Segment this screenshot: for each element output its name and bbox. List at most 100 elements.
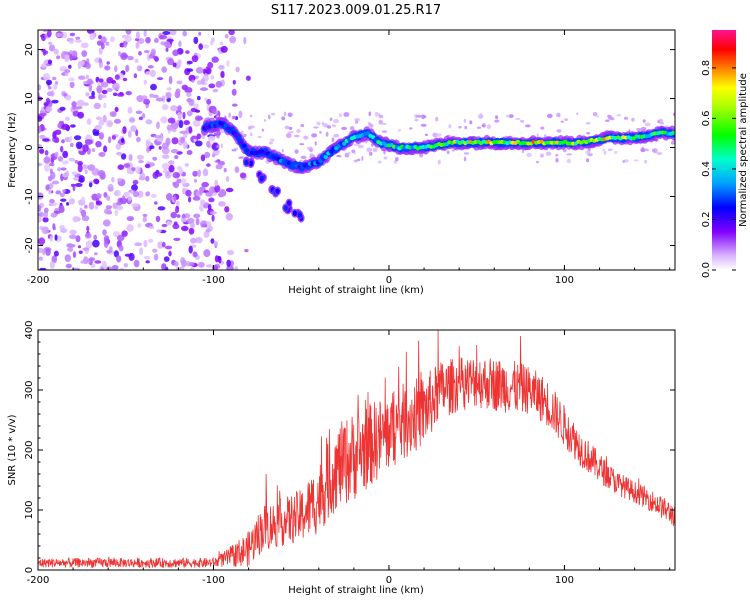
heatmap-noise-cell [208, 83, 216, 89]
heatmap-noise-cell [329, 117, 333, 121]
heatmap-noise-cell [451, 149, 455, 152]
heatmap-noise-cell [166, 87, 172, 91]
heatmap-noise-cell [173, 194, 177, 202]
heatmap-noise-cell [168, 76, 173, 84]
heatmap-noise-cell [536, 160, 539, 164]
heatmap-noise-cell [61, 139, 65, 144]
heatmap-noise-cell [93, 234, 97, 240]
heatmap-noise-cell [356, 158, 361, 162]
heatmap-noise-cell [435, 116, 439, 122]
heatmap-noise-cell [98, 47, 103, 55]
heatmap-noise-cell [196, 133, 202, 140]
heatmap-noise-cell [106, 249, 113, 254]
heatmap-noise-cell [555, 112, 561, 118]
heatmap-noise-cell [100, 36, 107, 44]
heatmap-noise-cell [73, 176, 80, 181]
heatmap-noise-cell [186, 92, 192, 98]
heatmap-xtick-label: -200 [27, 275, 50, 286]
heatmap-noise-cell [54, 151, 59, 158]
heatmap-noise-cell [77, 245, 82, 249]
heatmap-noise-cell [416, 114, 422, 118]
heatmap-noise-cell [101, 81, 109, 88]
heatmap-noise-cell [672, 112, 675, 116]
heatmap-noise-cell [80, 42, 89, 49]
heatmap-noise-cell [167, 117, 176, 124]
heatmap-noise-cell [53, 48, 59, 55]
heatmap-noise-cell [65, 116, 70, 122]
heatmap-noise-cell [294, 149, 299, 154]
heatmap-noise-cell [157, 241, 164, 249]
figure-title: S117.2023.009.01.25.R17 [271, 3, 441, 18]
heatmap-noise-cell [348, 151, 351, 154]
heatmap-noise-cell [81, 164, 89, 170]
heatmap-noise-cell [78, 250, 83, 254]
heatmap-noise-cell [158, 146, 162, 150]
heatmap-noise-cell [161, 223, 168, 228]
heatmap-noise-cell [84, 169, 88, 175]
heatmap-noise-cell [177, 114, 182, 120]
heatmap-noise-cell [62, 189, 66, 193]
heatmap-noise-cell [174, 208, 179, 213]
heatmap-noise-cell [84, 232, 92, 239]
heatmap-noise-cell [134, 242, 143, 247]
heatmap-noise-cell [141, 95, 148, 100]
heatmap-noise-cell [69, 54, 73, 61]
heatmap-noise-cell [103, 145, 108, 153]
heatmap-noise-cell [131, 203, 139, 208]
heatmap-noise-cell [66, 202, 70, 206]
heatmap-noise-cell [57, 156, 64, 162]
heatmap-noise-cell [174, 155, 179, 160]
heatmap-noise-cell [38, 247, 44, 253]
heatmap-noise-cell [331, 124, 337, 128]
heatmap-noise-cell [186, 60, 193, 65]
heatmap-noise-cell [168, 250, 172, 257]
heatmap-noise-cell [106, 195, 111, 201]
heatmap-noise-cell [294, 134, 300, 138]
heatmap-noise-cell [109, 246, 113, 251]
heatmap-noise-cell [88, 84, 93, 92]
heatmap-noise-cell [162, 169, 168, 174]
heatmap-noise-cell [83, 256, 89, 265]
heatmap-noise-cell [195, 109, 201, 113]
heatmap-noise-cell [85, 92, 90, 97]
heatmap-noise-cell [162, 241, 166, 248]
heatmap-noise-cell [71, 171, 78, 176]
heatmap-noise-cell [326, 125, 332, 129]
heatmap-noise-cell [212, 153, 216, 158]
heatmap-noise-cell [101, 89, 108, 95]
heatmap-noise-cell [86, 78, 93, 85]
heatmap-noise-cell [247, 125, 252, 130]
heatmap-noise-cell [211, 142, 220, 151]
heatmap-noise-cell [633, 159, 639, 162]
heatmap-noise-cell [333, 133, 340, 138]
heatmap-noise-cell [642, 119, 646, 123]
heatmap-noise-cell [602, 148, 605, 152]
heatmap-noise-cell [281, 116, 286, 121]
heatmap-noise-cell [178, 40, 182, 48]
heatmap-noise-cell [353, 159, 358, 163]
heatmap-track-core [323, 155, 328, 160]
heatmap-noise-cell [161, 263, 166, 270]
heatmap-noise-cell [193, 138, 197, 143]
heatmap-noise-cell [585, 121, 591, 125]
heatmap-noise-cell [464, 126, 468, 130]
heatmap-track-core [228, 127, 234, 132]
heatmap-noise-cell [133, 73, 138, 79]
snr-axes: -200 -100 0 100 0 100 200 300 400 [24, 320, 675, 586]
heatmap-noise-cell [122, 77, 128, 82]
heatmap-noise-cell [91, 168, 100, 176]
heatmap-noise-cell [64, 69, 71, 74]
heatmap-noise-cell [192, 170, 198, 177]
heatmap-noise-cell [210, 238, 215, 244]
colorbar-tick-label: 0.0 [701, 262, 712, 278]
heatmap-noise-cell [94, 260, 102, 264]
heatmap-noise-cell [383, 156, 388, 160]
heatmap-noise-cell [41, 226, 49, 235]
heatmap-noise-cell [231, 149, 237, 152]
heatmap-noise-cell [95, 141, 102, 148]
heatmap-noise-cell [48, 44, 56, 52]
heatmap-noise-cell [99, 94, 107, 99]
heatmap-noise-cell [154, 201, 158, 205]
